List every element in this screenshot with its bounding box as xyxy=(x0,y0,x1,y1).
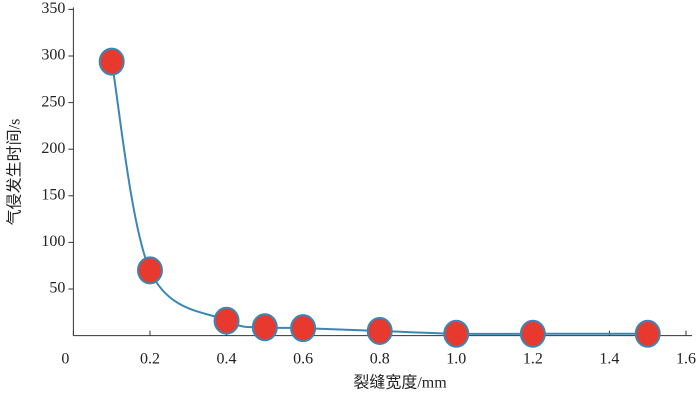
data-point xyxy=(443,319,470,348)
x-tick-label: 1.2 xyxy=(523,350,543,367)
data-point xyxy=(366,316,393,345)
data-point xyxy=(251,313,278,342)
x-tick-label: 0.8 xyxy=(370,350,390,367)
data-point xyxy=(290,314,317,343)
data-point xyxy=(519,319,546,348)
y-tick-label: 250 xyxy=(41,93,65,110)
x-tick-label: 1.4 xyxy=(599,350,619,367)
x-tick-label: 0.2 xyxy=(140,350,160,367)
data-point xyxy=(634,319,661,348)
y-axis-label: 气侵发生时间/s xyxy=(6,119,24,226)
x-axis-label: 裂缝宽度/mm xyxy=(353,374,447,392)
x-tick-label: 0.6 xyxy=(293,350,313,367)
x-tick-label: 0.4 xyxy=(217,350,237,367)
data-point xyxy=(136,256,163,285)
trend-line xyxy=(110,61,648,335)
x-tick-label: 1.6 xyxy=(676,350,696,367)
y-tick-label: 200 xyxy=(41,140,65,157)
y-tick-label: 300 xyxy=(41,47,65,64)
x-tick-label: 0 xyxy=(61,350,69,367)
data-point xyxy=(213,306,240,335)
x-tick-label: 1.0 xyxy=(446,350,466,367)
y-tick-label: 150 xyxy=(41,186,65,203)
y-tick-label: 100 xyxy=(41,233,65,250)
y-tick-label: 50 xyxy=(49,280,65,297)
data-point xyxy=(98,47,125,76)
y-tick-label: 350 xyxy=(41,0,65,17)
